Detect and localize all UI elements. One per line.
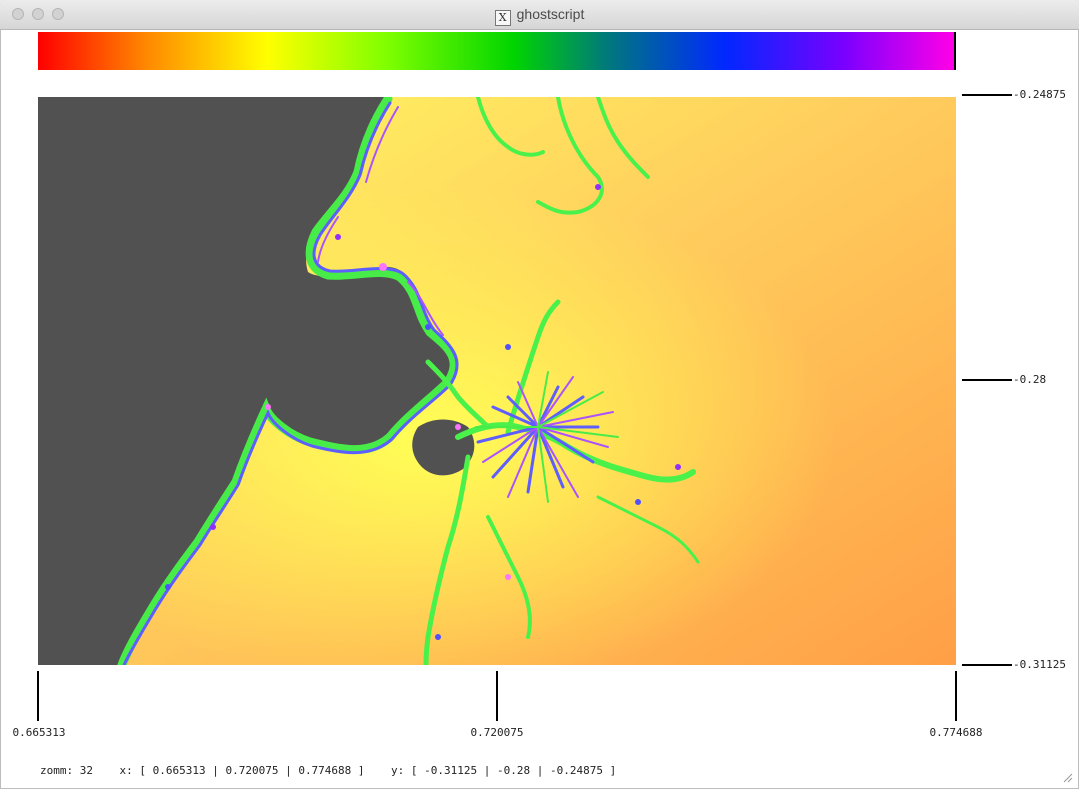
y-axis-tick-top	[962, 94, 1012, 96]
y-axis-tick-bottom	[962, 664, 1012, 666]
fractal-dot-texture	[38, 97, 956, 665]
x-axis-tick-middle	[496, 671, 498, 721]
x-axis-tick-right	[955, 671, 957, 721]
y-axis-label-bottom: -0.31125	[1013, 658, 1066, 671]
zoom-label: zomm:	[40, 764, 74, 777]
x11-app-icon: X	[494, 10, 511, 26]
x-axis-label-middle: 0.720075	[470, 726, 524, 739]
fractal-plot[interactable]	[38, 97, 956, 665]
zoom-window-button[interactable]	[52, 8, 64, 20]
zoom-value: 32	[79, 764, 93, 777]
x-range-label: x:	[119, 764, 133, 777]
x-range-value: [ 0.665313 | 0.720075 | 0.774688 ]	[139, 764, 365, 777]
x-axis-label-left: 0.665313	[12, 726, 66, 739]
y-axis-label-middle: -0.28	[1013, 373, 1047, 386]
minimize-window-button[interactable]	[32, 8, 44, 20]
fractal-image	[38, 97, 956, 665]
window-title: ghostscript	[516, 6, 585, 22]
x-axis-label-right: 0.774688	[929, 726, 983, 739]
status-line: zomm: 32 x: [ 0.665313 | 0.720075 | 0.77…	[40, 764, 616, 777]
x-axis-tick-left	[37, 671, 39, 721]
y-range-value: [ -0.31125 | -0.28 | -0.24875 ]	[410, 764, 617, 777]
y-axis-label-top: -0.24875	[1013, 88, 1066, 101]
y-range-label: y:	[391, 764, 405, 777]
y-axis-tick-middle	[962, 379, 1012, 381]
close-window-button[interactable]	[12, 8, 24, 20]
resize-grip-icon[interactable]	[1061, 771, 1073, 783]
color-scale-bar	[38, 32, 956, 70]
